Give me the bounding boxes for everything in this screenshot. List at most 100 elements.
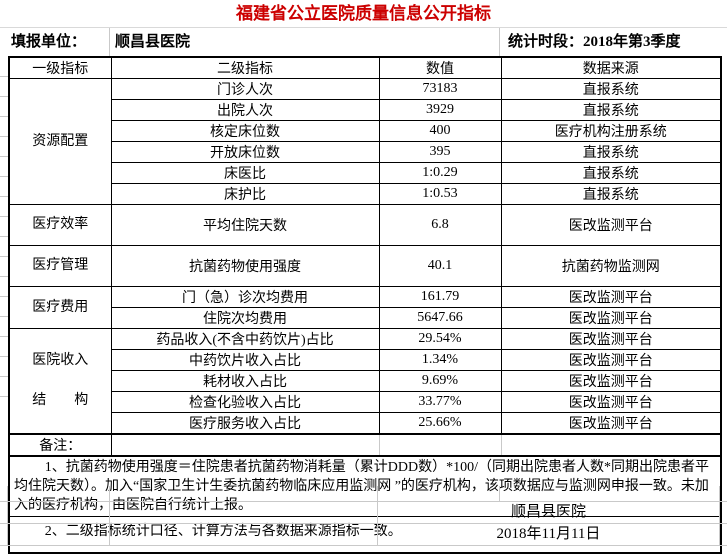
value-cell: 1:0.29 xyxy=(378,162,502,184)
value-cell: 5647.66 xyxy=(378,307,502,329)
value-cell: 3929 xyxy=(378,99,502,121)
source-cell: 医改监测平台 xyxy=(500,307,722,329)
page-title: 福建省公立医院质量信息公开指标 xyxy=(0,0,727,28)
table-row: 开放床位数 395 直报系统 xyxy=(9,141,722,163)
gridline-stubs xyxy=(0,57,8,397)
indicator-cell: 中药饮片收入占比 xyxy=(110,349,380,371)
grid-cell xyxy=(8,486,110,501)
remarks-blank-cell xyxy=(500,433,722,457)
col-header-source: 数据来源 xyxy=(500,56,722,79)
indicator-cell: 药品收入(不含中药饮片)占比 xyxy=(110,328,380,350)
table-row: 住院次均费用 5647.66 医改监测平台 xyxy=(9,307,722,329)
signature-hospital-row: 顺昌县医院 xyxy=(0,502,727,524)
value-cell: 395 xyxy=(378,141,502,163)
remarks-blank-cell xyxy=(110,433,380,457)
grid-cell xyxy=(110,524,378,545)
table-row: 检查化验收入占比 33.77% 医改监测平台 xyxy=(9,391,722,413)
value-cell: 9.69% xyxy=(378,370,502,392)
remarks-row: 备注： xyxy=(8,433,722,457)
grid-cell xyxy=(720,486,727,501)
group-label-cell: 医疗效率 xyxy=(8,204,112,246)
period-value: 2018年第3季度 xyxy=(583,34,681,50)
grid-cell xyxy=(378,486,500,501)
table-row: 床医比 1:0.29 直报系统 xyxy=(9,162,722,184)
statistics-period: 统计时段：2018年第3季度 xyxy=(500,28,727,56)
grid-cell xyxy=(720,524,727,545)
indicator-cell: 开放床位数 xyxy=(110,141,380,163)
signature-date: 2018年11月11日 xyxy=(378,524,720,545)
remarks-label: 备注： xyxy=(8,433,112,457)
group-label-cell: 资源配置 xyxy=(8,78,112,205)
group-label-cell: 医院收入 结 构 xyxy=(8,328,112,435)
reporting-unit-label: 填报单位： xyxy=(8,28,110,56)
source-cell: 医改监测平台 xyxy=(500,204,722,246)
table-row: 核定床位数 400 医疗机构注册系统 xyxy=(9,120,722,142)
source-cell: 医疗机构注册系统 xyxy=(500,120,722,142)
grid-cell xyxy=(0,502,8,523)
indicator-cell: 床护比 xyxy=(110,183,380,205)
grid-cell xyxy=(8,524,110,545)
value-cell: 40.1 xyxy=(378,245,502,287)
table-row: 医院收入 结 构药品收入(不含中药饮片)占比 29.54% 医改监测平台 xyxy=(8,328,722,435)
indicator-cell: 出院人次 xyxy=(110,99,380,121)
grid-cell xyxy=(110,502,378,523)
indicator-cell: 医疗服务收入占比 xyxy=(110,412,380,435)
indicator-cell: 核定床位数 xyxy=(110,120,380,142)
source-cell: 直报系统 xyxy=(500,99,722,121)
table-row: 中药饮片收入占比 1.34% 医改监测平台 xyxy=(9,349,722,371)
col-header-level2: 二级指标 xyxy=(110,56,380,79)
note-text-1: 1、抗菌药物使用强度＝住院患者抗菌药物消耗量（累计DDD数）*100/（同期出院… xyxy=(8,455,722,517)
indicator-table: 一级指标 二级指标 数值 数据来源 资源配置 门诊人次 73183 直报系统 出院人次 3… xyxy=(8,56,722,554)
value-cell: 33.77% xyxy=(378,391,502,413)
group-label-cell: 医疗管理 xyxy=(8,245,112,287)
grid-cell xyxy=(8,502,110,523)
source-cell: 医改监测平台 xyxy=(500,412,722,435)
source-cell: 医改监测平台 xyxy=(500,370,722,392)
indicator-cell: 耗材收入占比 xyxy=(110,370,380,392)
value-cell: 400 xyxy=(378,120,502,142)
table-row: 床护比 1:0.53 直报系统 xyxy=(9,183,722,205)
indicator-cell: 床医比 xyxy=(110,162,380,184)
period-label: 统计时段： xyxy=(508,34,584,50)
reporting-unit-value: 顺昌县医院 xyxy=(110,28,500,56)
table-row: 医疗管理 抗菌药物使用强度 40.1 抗菌药物监测网 xyxy=(8,245,722,287)
table-row: 资源配置 门诊人次 73183 直报系统 xyxy=(8,78,722,205)
source-cell: 医改监测平台 xyxy=(500,391,722,413)
grid-cell xyxy=(720,502,727,523)
value-cell: 1.34% xyxy=(378,349,502,371)
indicator-cell: 门（急）诊次均费用 xyxy=(110,286,380,308)
value-cell: 1:0.53 xyxy=(378,183,502,205)
indicator-cell: 门诊人次 xyxy=(110,78,380,100)
value-cell: 29.54% xyxy=(378,328,502,350)
indicator-cell: 检查化验收入占比 xyxy=(110,391,380,413)
table-header-row: 一级指标 二级指标 数值 数据来源 xyxy=(8,56,722,79)
value-cell: 6.8 xyxy=(378,204,502,246)
empty-grid-row xyxy=(0,486,727,502)
source-cell: 直报系统 xyxy=(500,141,722,163)
source-cell: 医改监测平台 xyxy=(500,328,722,350)
value-cell: 25.66% xyxy=(378,412,502,435)
indicator-cell: 平均住院天数 xyxy=(110,204,380,246)
grid-cell xyxy=(500,486,720,501)
table-row: 出院人次 3929 直报系统 xyxy=(9,99,722,121)
remarks-blank-cell xyxy=(378,433,502,457)
source-cell: 医改监测平台 xyxy=(500,349,722,371)
source-cell: 直报系统 xyxy=(500,78,722,100)
table-row: 医疗费用 门（急）诊次均费用 161.79 医改监测平台 xyxy=(8,286,722,329)
form-header-row: 填报单位： 顺昌县医院 统计时段：2018年第3季度 xyxy=(0,28,727,56)
indicator-cell: 住院次均费用 xyxy=(110,307,380,329)
grid-cell xyxy=(0,524,8,545)
col-header-level1: 一级指标 xyxy=(8,56,112,79)
grid-cell xyxy=(0,486,8,501)
indicator-cell: 抗菌药物使用强度 xyxy=(110,245,380,287)
table-row: 医疗效率 平均住院天数 6.8 医改监测平台 xyxy=(8,204,722,246)
left-gutter xyxy=(0,28,8,56)
value-cell: 73183 xyxy=(378,78,502,100)
note-row-1: 1、抗菌药物使用强度＝住院患者抗菌药物消耗量（累计DDD数）*100/（同期出院… xyxy=(8,455,722,517)
value-cell: 161.79 xyxy=(378,286,502,308)
source-cell: 医改监测平台 xyxy=(500,286,722,308)
group-label-cell: 医疗费用 xyxy=(8,286,112,329)
signature-date-row: 2018年11月11日 xyxy=(0,524,727,546)
source-cell: 抗菌药物监测网 xyxy=(500,245,722,287)
table-row: 耗材收入占比 9.69% 医改监测平台 xyxy=(9,370,722,392)
